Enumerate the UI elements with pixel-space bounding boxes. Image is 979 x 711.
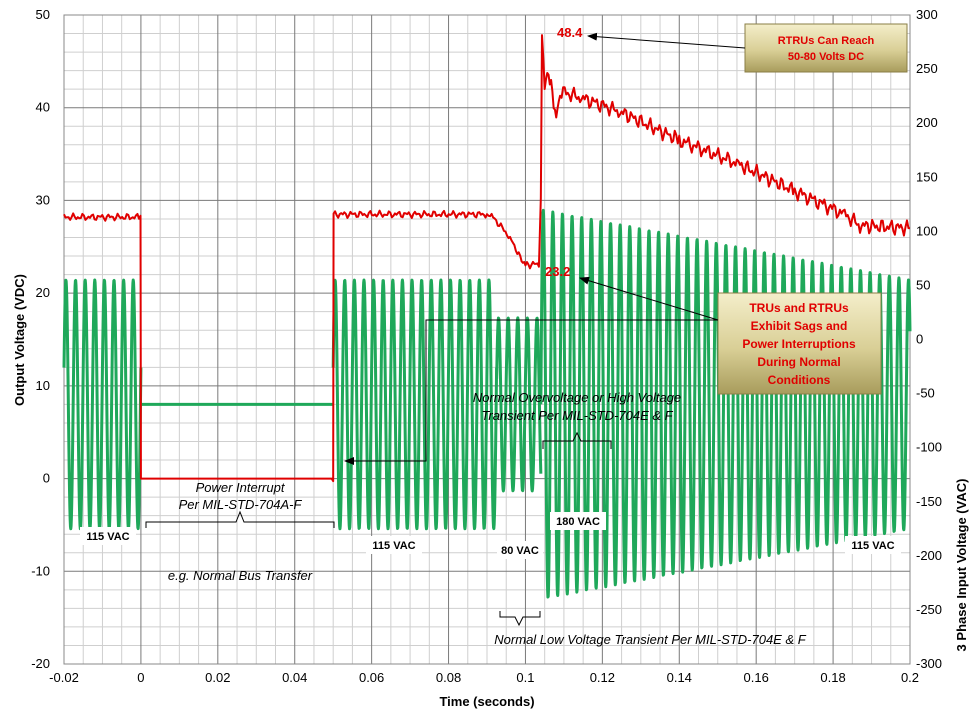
callout-tru-line-4: During Normal [757,355,840,369]
low-voltage-note: Normal Low Voltage Transient Per MIL-STD… [494,611,807,647]
y-left-tick-label: -20 [31,656,50,671]
callout-tru-line-1: TRUs and RTRUs [749,301,849,315]
vac-label-3: 80 VAC [497,541,543,559]
y-right-tick-label: -50 [916,386,935,401]
callout-tru-line-3: Power Interruptions [742,337,856,351]
x-tick-label: 0.04 [282,670,307,685]
callout-tru-line-5: Conditions [768,373,831,387]
vac-label-1: 115 VAC [80,527,136,545]
y-left-tick-label: 10 [36,378,50,393]
x-tick-label: 0.1 [516,670,534,685]
input-voltage-segment [495,316,543,493]
output-voltage-series [63,34,911,483]
y-left-axis-title: Output Voltage (VDC) [12,274,27,406]
y-right-tick-label: 100 [916,223,938,238]
y-right-tick-label: -100 [916,440,942,455]
input-voltage-segment [62,278,143,531]
x-tick-label: 0.14 [667,670,692,685]
callout-rtru-line-1: RTRUs Can Reach [778,35,875,47]
vac-label-2: 115 VAC [366,536,422,554]
y-right-tick-label: 250 [916,61,938,76]
y-left-tick-label: 0 [43,471,50,486]
peak-value-label: 48.4 [557,25,583,40]
overvoltage-note-line-1: Normal Overvoltage or High Voltage [473,390,681,405]
vac-label-2-text: 115 VAC [372,540,415,552]
input-voltage-segment [539,208,912,599]
callout-rtru-line-2: 50-80 Volts DC [788,51,864,63]
x-tick-label: 0.2 [901,670,919,685]
input-voltage-segment [331,278,499,531]
x-tick-label: 0.16 [744,670,769,685]
callout-tru-arrow-sag [579,276,719,321]
callout-tru-sags: TRUs and RTRUs Exhibit Sags and Power In… [717,292,882,395]
low-voltage-brace-icon [499,611,541,627]
x-axis-title: Time (seconds) [439,694,534,709]
callout-rtru: RTRUs Can Reach 50-80 Volts DC [744,23,908,73]
x-tick-label: 0.02 [205,670,230,685]
x-tick-label: 0.08 [436,670,461,685]
output-voltage-line [63,34,911,483]
vac-label-5: 115 VAC [845,536,901,554]
bus-transfer-note: e.g. Normal Bus Transfer [168,568,313,583]
y-right-tick-label: 200 [916,115,938,130]
x-tick-label: 0.06 [359,670,384,685]
x-tick-label: 0.12 [590,670,615,685]
overvoltage-brace-icon [542,431,612,449]
callout-rtru-arrow [587,32,746,49]
x-axis-ticks: -0.02 0 0.02 0.04 0.06 0.08 0.1 0.12 0.14 0.16 0.1… [49,670,919,685]
y-left-axis-ticks: -20 -10 0 10 20 30 40 50 [31,7,50,671]
vac-label-3-text: 80 VAC [501,545,539,557]
y-right-tick-label: 0 [916,332,923,347]
callout-tru-line-2: Exhibit Sags and [751,319,848,333]
y-right-tick-label: 150 [916,169,938,184]
callout-tru-arrow-interrupt [344,319,718,465]
interrupt-note-line-1: Power Interrupt [196,480,286,495]
sag-value-label: 23.2 [545,264,570,279]
y-left-tick-label: 50 [36,7,50,22]
y-right-tick-label: -200 [916,548,942,563]
minor-gridlines [64,15,910,664]
x-tick-label: -0.02 [49,670,79,685]
y-left-tick-label: 30 [36,192,50,207]
y-left-tick-label: 40 [36,100,50,115]
y-right-axis-title: 3 Phase Input Voltage (VAC) [954,479,969,652]
y-right-tick-label: -250 [916,602,942,617]
interrupt-brace-icon [145,510,335,528]
interrupt-note: Power Interrupt Per MIL-STD-704A-F [145,480,335,528]
y-right-tick-label: -150 [916,494,942,509]
low-voltage-note-text: Normal Low Voltage Transient Per MIL-STD… [494,632,806,647]
interrupt-note-line-2: Per MIL-STD-704A-F [179,497,303,512]
input-voltage-series [62,208,912,599]
vac-label-4: 180 VAC [550,512,606,530]
overvoltage-note: Normal Overvoltage or High Voltage Trans… [473,390,681,449]
overvoltage-note-line-2: Transient Per MIL-STD-704E & F [481,408,673,423]
y-right-axis-ticks: -300 -250 -200 -150 -100 -50 0 50 100 150 200 250 30… [916,7,942,671]
y-right-tick-label: 300 [916,7,938,22]
y-right-tick-label: -300 [916,656,942,671]
vac-label-1-text: 115 VAC [86,531,129,543]
y-left-tick-label: -10 [31,563,50,578]
x-tick-label: 0.18 [820,670,845,685]
x-tick-label: 0 [137,670,144,685]
vac-label-5-text: 115 VAC [851,540,894,552]
y-right-tick-label: 50 [916,277,930,292]
vac-label-4-text: 180 VAC [556,516,600,528]
y-left-tick-label: 20 [36,285,50,300]
